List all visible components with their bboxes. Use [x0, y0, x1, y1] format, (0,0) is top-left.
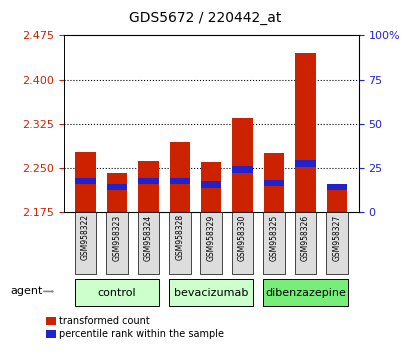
Bar: [294, 53, 315, 212]
Bar: [200, 212, 221, 274]
Bar: [169, 142, 189, 212]
Bar: [75, 178, 96, 184]
Text: control: control: [97, 288, 136, 298]
Bar: [138, 161, 158, 212]
Bar: [106, 212, 128, 274]
Text: GSM958328: GSM958328: [175, 214, 184, 261]
Bar: [74, 212, 96, 274]
Bar: [200, 162, 221, 212]
Bar: [106, 184, 127, 190]
Bar: [232, 166, 252, 172]
Bar: [106, 173, 127, 212]
Bar: [263, 179, 283, 186]
Bar: [169, 178, 189, 184]
Bar: [294, 212, 315, 274]
Bar: [325, 212, 347, 274]
Bar: [263, 153, 283, 212]
Text: GSM958330: GSM958330: [238, 214, 247, 261]
Bar: [232, 118, 252, 212]
Text: bevacizumab: bevacizumab: [173, 288, 248, 298]
Text: GSM958327: GSM958327: [331, 214, 340, 261]
Legend: transformed count, percentile rank within the sample: transformed count, percentile rank withi…: [46, 316, 224, 339]
Text: dibenzazepine: dibenzazepine: [264, 288, 345, 298]
Bar: [326, 189, 346, 212]
Bar: [263, 279, 347, 307]
Bar: [138, 178, 158, 184]
Text: GSM958325: GSM958325: [269, 214, 278, 261]
Bar: [169, 212, 190, 274]
Bar: [326, 184, 346, 190]
Text: GSM958326: GSM958326: [300, 214, 309, 261]
Bar: [75, 152, 96, 212]
Bar: [137, 212, 159, 274]
Bar: [263, 212, 284, 274]
Bar: [74, 279, 159, 307]
Bar: [294, 160, 315, 167]
Bar: [200, 181, 221, 188]
Text: agent: agent: [10, 286, 43, 296]
Bar: [231, 212, 253, 274]
Text: GSM958322: GSM958322: [81, 214, 90, 261]
Text: GSM958329: GSM958329: [206, 214, 215, 261]
Text: GSM958323: GSM958323: [112, 214, 121, 261]
Bar: [169, 279, 253, 307]
Text: GDS5672 / 220442_at: GDS5672 / 220442_at: [128, 11, 281, 25]
Text: GSM958324: GSM958324: [144, 214, 153, 261]
